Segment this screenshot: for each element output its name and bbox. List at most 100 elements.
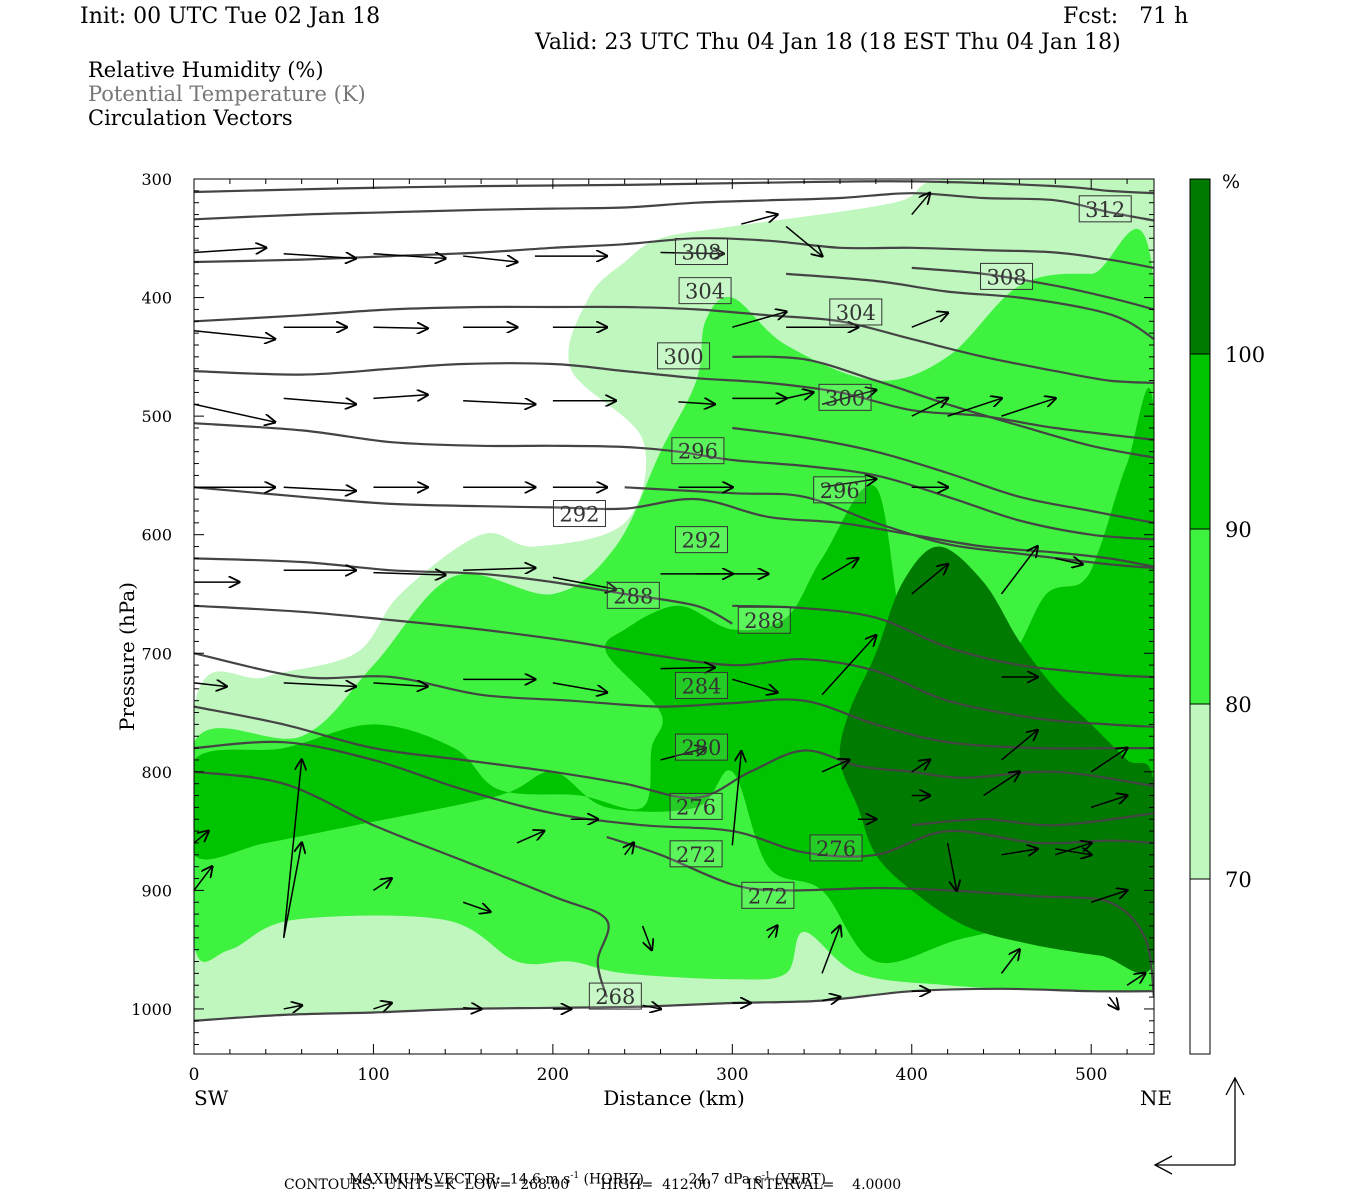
forecast-hour: Fcst: 71 h <box>1063 4 1189 29</box>
y-tick-label: 900 <box>141 881 172 900</box>
circulation-vector <box>821 760 849 773</box>
circulation-vector <box>768 926 777 939</box>
contour-label-box <box>657 342 711 370</box>
y-tick-label: 800 <box>141 763 172 782</box>
circulation-vector <box>1001 398 1055 417</box>
circulation-vector <box>552 576 616 589</box>
colorbar-unit: % <box>1222 171 1240 193</box>
contour-label-box <box>678 277 732 305</box>
circulation-vector <box>911 760 930 773</box>
sw-label: SW <box>194 1086 229 1110</box>
circulation-vector <box>282 843 302 938</box>
circulation-vector <box>283 487 356 491</box>
circulation-vector <box>732 678 777 692</box>
plot-frame <box>193 178 1155 1055</box>
circulation-vector <box>463 1008 481 1009</box>
theta-contour-268 <box>194 987 1154 1022</box>
circulation-vector <box>373 254 445 259</box>
circulation-vector <box>373 683 427 687</box>
contour-label-268: 268 <box>595 985 635 1009</box>
circulation-vector <box>463 256 517 262</box>
circulation-vector <box>785 225 822 256</box>
contour-label-308: 308 <box>681 241 721 265</box>
circulation-vector <box>373 573 445 575</box>
colorbar-segment <box>1189 528 1211 705</box>
theta-contour-296 <box>732 426 1154 524</box>
colorbar-level-label: 100 <box>1225 343 1265 367</box>
x-tick-label: 400 <box>896 1065 928 1085</box>
contour-label-280: 280 <box>681 736 721 760</box>
circulation-vector <box>947 398 1002 417</box>
contour-label-304: 304 <box>836 301 876 325</box>
footer-max-vector: MAXIMUM VECTOR: 14.6 m s-1 (HORIZ) 24.7 … <box>348 1171 826 1188</box>
colorbar-segment <box>1189 178 1211 355</box>
x-tick-label: 100 <box>357 1065 389 1085</box>
theta-contour-300 <box>194 422 1154 541</box>
theta-contour-276 <box>194 740 1154 858</box>
circulation-vector <box>283 398 356 404</box>
contour-label-box <box>813 476 867 504</box>
circulation-vector <box>642 1005 661 1009</box>
x-tick-label: 300 <box>716 1065 748 1085</box>
contour-label-box <box>674 238 728 266</box>
circulation-vector <box>1090 890 1127 903</box>
circulation-vector <box>821 390 876 405</box>
contour-label-308: 308 <box>986 265 1026 289</box>
contour-label-box <box>809 834 863 862</box>
circulation-vector <box>283 683 356 687</box>
rh-fill-layer <box>194 179 1154 1054</box>
contour-label-box <box>737 606 791 634</box>
circulation-vector <box>1000 547 1037 595</box>
colorbar-level-label: 80 <box>1225 693 1252 717</box>
circulation-vector <box>1109 996 1118 1009</box>
circulation-vector <box>516 831 544 844</box>
circulation-vector <box>911 564 948 595</box>
contour-label-box <box>741 881 795 909</box>
circulation-vector <box>821 926 840 974</box>
circulation-vector <box>741 215 777 225</box>
contour-label-292: 292 <box>559 503 599 527</box>
circulation-vector <box>463 401 535 405</box>
circulation-vector <box>732 312 786 328</box>
valid-time: Valid: 23 UTC Thu 04 Jan 18 (18 EST Thu … <box>535 30 1121 55</box>
circulation-vector <box>194 831 208 844</box>
circulation-vector <box>283 254 356 259</box>
init-time: Init: 00 UTC Tue 02 Jan 18 <box>80 4 381 29</box>
contour-label-272: 272 <box>676 843 716 867</box>
circulation-vector <box>194 867 212 891</box>
circulation-vector <box>641 925 652 950</box>
axis-text-layer: 300 400 500 600 700 800 900 1000 0 100 200 300 400 50… <box>115 170 1172 1110</box>
contour-label-box <box>552 500 606 528</box>
circulation-vector <box>946 842 957 890</box>
circulation-vector <box>552 682 607 692</box>
y-tick-label: 700 <box>141 644 172 663</box>
circulation-vector <box>660 253 724 254</box>
colorbar-segment <box>1189 703 1211 880</box>
circulation-vector <box>625 843 634 856</box>
circulation-vector <box>1090 748 1127 773</box>
scale-arrows <box>1153 1076 1245 1175</box>
circulation-vector <box>821 997 840 1001</box>
theta-contour-304 <box>786 272 1154 341</box>
x-tick-label: 500 <box>1075 1065 1107 1085</box>
circulation-vector <box>194 403 275 422</box>
theta-contour-304 <box>194 362 1154 441</box>
contour-label-box <box>1078 195 1132 223</box>
y-tick-label: 500 <box>141 407 172 426</box>
contour-label-284: 284 <box>681 674 721 698</box>
ne-label: NE <box>1140 1086 1172 1110</box>
contour-label-272: 272 <box>748 884 788 908</box>
contour-label-288: 288 <box>613 584 653 608</box>
circulation-vector <box>1055 849 1091 855</box>
x-axis-label: Distance (km) <box>603 1086 745 1110</box>
legend-rh: Relative Humidity (%) <box>88 58 324 82</box>
circulation-vector <box>1055 558 1082 564</box>
theta-contour-280 <box>194 705 1154 800</box>
y-tick-label: 300 <box>141 170 172 189</box>
contour-label-box <box>671 437 725 465</box>
contour-label-276: 276 <box>676 795 716 819</box>
circulation-vector <box>678 402 714 404</box>
contour-label-layer: 268 272 272 276 276 280 284 288 288 292 292 296 296 3… <box>552 195 1132 1010</box>
circulation-vector <box>660 748 706 761</box>
